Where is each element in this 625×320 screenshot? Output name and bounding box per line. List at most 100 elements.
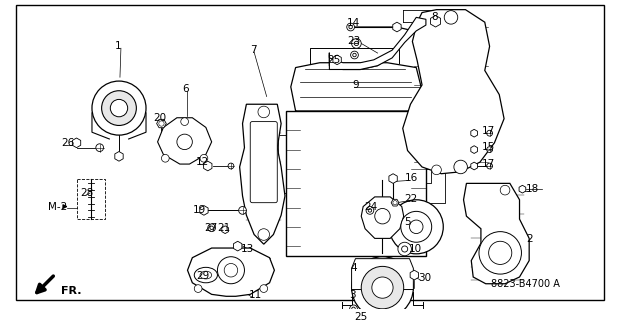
Text: 24: 24 [364, 202, 378, 212]
Text: 1: 1 [115, 41, 122, 51]
Polygon shape [361, 197, 404, 238]
Circle shape [208, 224, 216, 232]
Circle shape [177, 134, 192, 149]
Polygon shape [402, 10, 504, 174]
Circle shape [444, 11, 458, 24]
Text: 25: 25 [354, 312, 367, 320]
Polygon shape [352, 312, 361, 320]
Circle shape [349, 305, 358, 313]
Text: 3: 3 [349, 290, 356, 300]
Polygon shape [471, 146, 478, 154]
Circle shape [401, 212, 432, 242]
Circle shape [454, 160, 468, 174]
Circle shape [389, 200, 443, 254]
Circle shape [258, 106, 269, 118]
Circle shape [181, 118, 189, 125]
Circle shape [409, 220, 423, 234]
Circle shape [161, 155, 169, 162]
Text: 22: 22 [404, 194, 418, 204]
Polygon shape [158, 118, 212, 164]
Circle shape [110, 100, 128, 117]
Text: 17: 17 [482, 159, 495, 169]
Circle shape [354, 41, 359, 46]
FancyBboxPatch shape [250, 122, 278, 203]
Text: 27: 27 [204, 223, 217, 233]
Polygon shape [389, 174, 398, 183]
Circle shape [352, 53, 356, 57]
Circle shape [200, 155, 208, 162]
Circle shape [349, 25, 352, 29]
Circle shape [489, 241, 512, 264]
Polygon shape [431, 15, 441, 27]
Text: 4: 4 [351, 263, 358, 273]
Polygon shape [410, 270, 419, 280]
Circle shape [347, 23, 354, 31]
Circle shape [96, 144, 104, 152]
Polygon shape [333, 55, 341, 65]
Polygon shape [72, 138, 81, 148]
Polygon shape [329, 17, 426, 69]
Polygon shape [222, 226, 229, 234]
Polygon shape [204, 161, 212, 171]
Polygon shape [239, 104, 285, 244]
Text: 9: 9 [352, 80, 359, 90]
Text: 7: 7 [250, 45, 257, 55]
Text: 14: 14 [347, 18, 360, 28]
Circle shape [239, 206, 246, 214]
FancyBboxPatch shape [286, 111, 426, 256]
Text: 10: 10 [409, 244, 422, 254]
Ellipse shape [194, 267, 218, 283]
Circle shape [487, 163, 492, 169]
Bar [76, 179, 106, 219]
Polygon shape [200, 205, 208, 215]
Circle shape [102, 91, 136, 125]
Polygon shape [115, 152, 123, 161]
Circle shape [500, 185, 510, 195]
Polygon shape [519, 185, 526, 193]
Polygon shape [471, 162, 478, 170]
Text: 11: 11 [248, 290, 262, 300]
Circle shape [228, 163, 234, 169]
Circle shape [352, 257, 413, 318]
Polygon shape [188, 248, 274, 296]
Text: 19: 19 [192, 205, 206, 215]
Circle shape [217, 257, 244, 284]
Circle shape [402, 246, 408, 252]
Text: 16: 16 [404, 172, 418, 183]
Text: 26: 26 [61, 138, 74, 148]
Text: 2: 2 [526, 234, 533, 244]
Text: 13: 13 [241, 244, 254, 254]
Text: 17: 17 [482, 126, 495, 136]
Text: 21: 21 [217, 223, 231, 233]
Text: 29: 29 [196, 271, 209, 281]
Circle shape [398, 242, 411, 256]
Polygon shape [471, 129, 478, 137]
Circle shape [159, 121, 164, 126]
Text: 30: 30 [418, 273, 431, 283]
Text: M-2: M-2 [48, 202, 67, 212]
Polygon shape [464, 183, 529, 284]
Polygon shape [392, 22, 401, 32]
Circle shape [432, 165, 441, 175]
Circle shape [352, 39, 361, 48]
Circle shape [92, 81, 146, 135]
Text: 18: 18 [526, 184, 539, 194]
Text: 15: 15 [482, 142, 495, 152]
Circle shape [361, 266, 404, 309]
Circle shape [210, 226, 213, 229]
Text: 23: 23 [347, 36, 360, 45]
Circle shape [366, 206, 374, 214]
Circle shape [393, 201, 397, 205]
Ellipse shape [200, 271, 212, 279]
Circle shape [487, 130, 492, 136]
Text: 5: 5 [404, 217, 411, 227]
Text: FR.: FR. [61, 286, 82, 296]
Polygon shape [234, 241, 242, 251]
Circle shape [351, 51, 358, 59]
Circle shape [258, 229, 269, 240]
Polygon shape [391, 199, 399, 206]
Circle shape [194, 285, 202, 292]
Circle shape [372, 277, 393, 298]
Circle shape [352, 307, 355, 311]
Text: 12: 12 [196, 157, 209, 167]
